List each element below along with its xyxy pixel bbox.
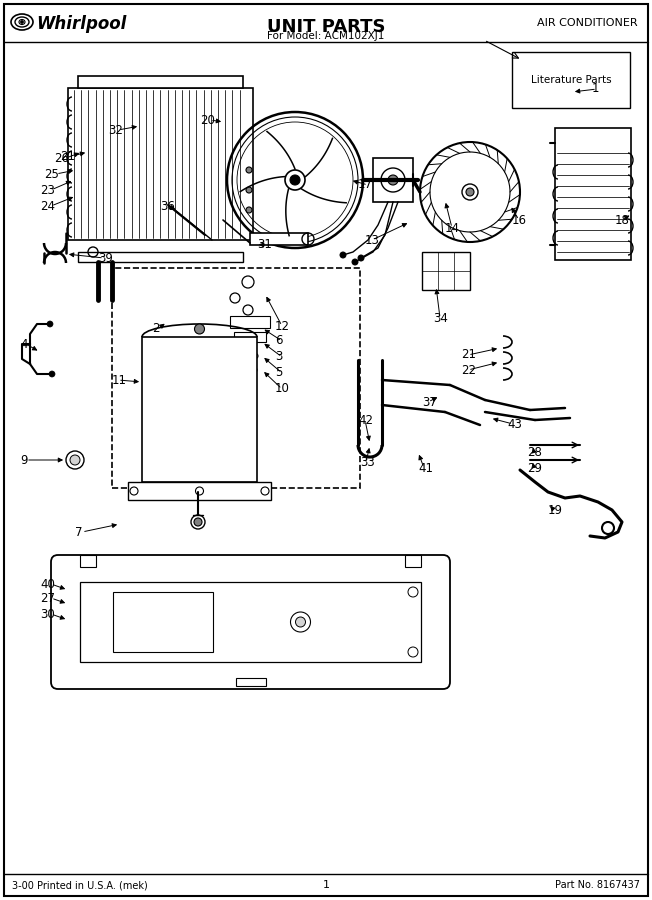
Bar bbox=[128, 482, 271, 500]
Text: 29: 29 bbox=[527, 462, 542, 474]
Bar bbox=[68, 88, 253, 240]
Text: AIR CONDITIONER: AIR CONDITIONER bbox=[537, 18, 638, 28]
Circle shape bbox=[246, 207, 252, 213]
Text: 28: 28 bbox=[527, 446, 542, 458]
Text: 26: 26 bbox=[54, 151, 69, 165]
Bar bbox=[112, 268, 360, 488]
Text: 33: 33 bbox=[360, 455, 375, 469]
Text: UNIT PARTS: UNIT PARTS bbox=[267, 18, 385, 36]
Text: 1: 1 bbox=[592, 83, 599, 95]
Text: 40: 40 bbox=[40, 578, 55, 590]
Text: 13: 13 bbox=[365, 233, 380, 247]
Bar bbox=[373, 158, 413, 202]
Text: 41: 41 bbox=[418, 462, 433, 474]
Circle shape bbox=[246, 167, 252, 173]
Text: Whirlpool: Whirlpool bbox=[36, 15, 126, 33]
Text: 22: 22 bbox=[461, 364, 476, 376]
Text: 32: 32 bbox=[108, 123, 123, 137]
Text: 4: 4 bbox=[20, 338, 27, 350]
Bar bbox=[80, 582, 421, 662]
Bar bbox=[512, 52, 630, 108]
Bar bbox=[78, 76, 243, 88]
Text: 23: 23 bbox=[40, 184, 55, 196]
Text: 14: 14 bbox=[445, 221, 460, 235]
Text: 37: 37 bbox=[422, 395, 437, 409]
Text: 20: 20 bbox=[200, 113, 215, 127]
Bar bbox=[113, 592, 213, 652]
Text: 36: 36 bbox=[160, 200, 175, 212]
Text: 25: 25 bbox=[44, 167, 59, 181]
Text: 27: 27 bbox=[40, 591, 55, 605]
Text: 6: 6 bbox=[275, 335, 282, 347]
Text: Part No. 8167437: Part No. 8167437 bbox=[555, 880, 640, 890]
Circle shape bbox=[49, 371, 55, 377]
Bar bbox=[555, 128, 631, 260]
Bar bbox=[78, 252, 243, 262]
Text: 16: 16 bbox=[512, 213, 527, 227]
Bar bbox=[250, 233, 308, 245]
Text: 24: 24 bbox=[40, 200, 55, 212]
Text: 30: 30 bbox=[40, 608, 55, 620]
Circle shape bbox=[295, 617, 306, 627]
Circle shape bbox=[194, 324, 205, 334]
Text: 7: 7 bbox=[75, 526, 83, 538]
Bar bbox=[405, 555, 421, 567]
Text: 18: 18 bbox=[615, 213, 630, 227]
Circle shape bbox=[340, 252, 346, 258]
Text: 2: 2 bbox=[152, 321, 160, 335]
Circle shape bbox=[388, 175, 398, 185]
Circle shape bbox=[194, 518, 202, 526]
Text: 19: 19 bbox=[548, 503, 563, 517]
Text: 17: 17 bbox=[358, 178, 373, 192]
Text: 10: 10 bbox=[275, 382, 290, 395]
Text: 1: 1 bbox=[323, 880, 329, 890]
Bar bbox=[234, 332, 266, 342]
Text: 39: 39 bbox=[98, 251, 113, 265]
Text: 43: 43 bbox=[507, 418, 522, 430]
Circle shape bbox=[358, 255, 364, 261]
Circle shape bbox=[246, 187, 252, 193]
Circle shape bbox=[20, 21, 23, 23]
Circle shape bbox=[466, 188, 474, 196]
Text: For Model: ACM102XJ1: For Model: ACM102XJ1 bbox=[267, 31, 385, 41]
Circle shape bbox=[352, 259, 358, 265]
Circle shape bbox=[290, 175, 300, 185]
Bar bbox=[142, 337, 257, 482]
Circle shape bbox=[47, 321, 53, 327]
Text: 9: 9 bbox=[20, 454, 27, 466]
Text: 12: 12 bbox=[275, 320, 290, 332]
FancyBboxPatch shape bbox=[51, 555, 450, 689]
Text: 11: 11 bbox=[112, 374, 127, 386]
Text: 3-00 Printed in U.S.A. (mek): 3-00 Printed in U.S.A. (mek) bbox=[12, 880, 148, 890]
Text: Literature Parts: Literature Parts bbox=[531, 75, 612, 85]
Bar bbox=[80, 555, 96, 567]
Bar bbox=[235, 678, 265, 686]
Text: 34: 34 bbox=[433, 311, 448, 325]
Text: 42: 42 bbox=[358, 413, 373, 427]
Text: 3: 3 bbox=[275, 350, 282, 364]
Text: 21: 21 bbox=[60, 149, 75, 163]
Text: 21: 21 bbox=[461, 348, 476, 362]
Bar bbox=[230, 316, 270, 328]
Text: 31: 31 bbox=[257, 238, 272, 251]
Circle shape bbox=[70, 455, 80, 465]
Text: 5: 5 bbox=[275, 366, 282, 380]
Bar bbox=[422, 252, 470, 290]
